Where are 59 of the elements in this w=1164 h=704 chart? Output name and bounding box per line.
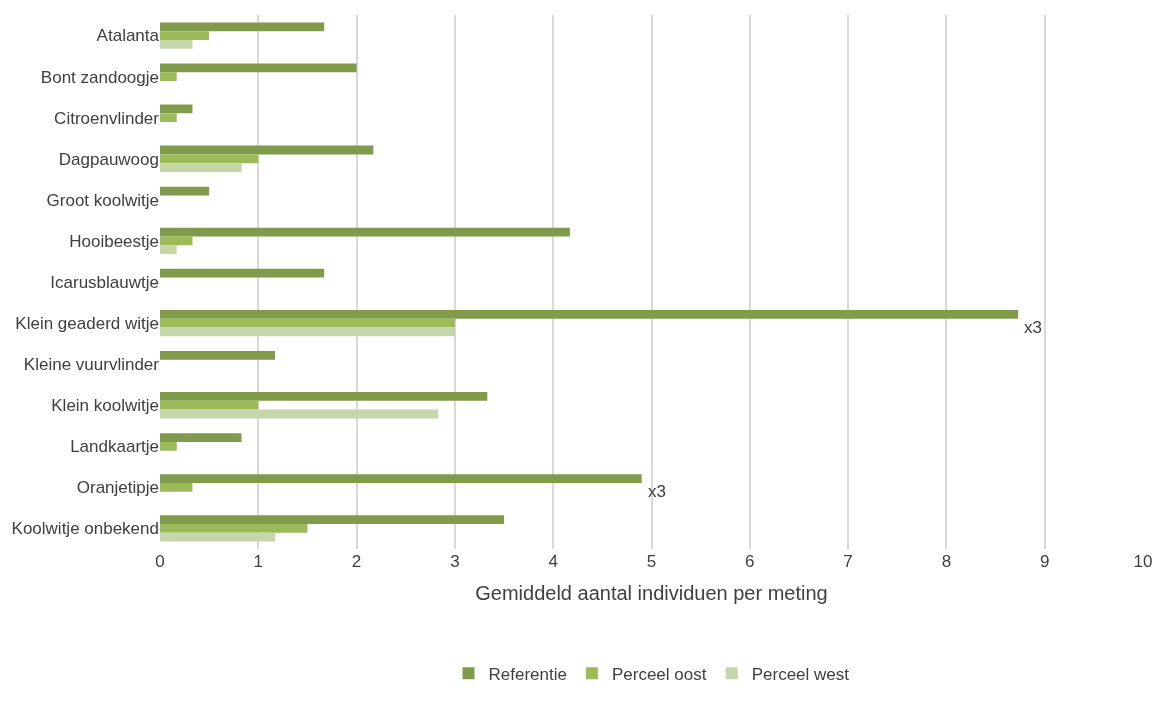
bar: [160, 318, 455, 328]
bar: [160, 524, 308, 533]
y-tick-label: Atalanta: [96, 26, 160, 46]
x-tick-label: 5: [646, 552, 657, 571]
legend-label: Perceel oost: [611, 664, 707, 684]
y-tick-label: Citroenvlinder: [54, 108, 160, 128]
y-tick-label: Bont zandoogje: [40, 67, 159, 87]
bar: [160, 515, 505, 525]
bar: [160, 163, 242, 172]
bar: [160, 22, 325, 32]
bar: [160, 532, 276, 542]
x-tick-label: 4: [548, 552, 558, 571]
bar: [160, 236, 193, 246]
bar: [160, 186, 210, 196]
bar: [160, 31, 210, 40]
y-tick-label: Landkaartje: [70, 437, 159, 457]
y-tick-label: Klein koolwitje: [51, 396, 159, 416]
legend-label: Referentie: [488, 664, 567, 684]
bar: [160, 227, 570, 237]
x-tick-label: 8: [941, 552, 952, 571]
bar: [160, 245, 177, 255]
y-tick-label: Koolwitje onbekend: [11, 519, 159, 539]
bar: [160, 433, 242, 442]
bar: [160, 63, 357, 73]
y-tick-label: Icarusblauwtje: [50, 272, 159, 292]
x-tick-label: 7: [843, 552, 853, 571]
y-tick-label: Klein geaderd witje: [15, 314, 159, 334]
x-tick-label: 2: [351, 552, 362, 571]
y-tick-label: Oranjetipje: [76, 478, 159, 498]
annotation: x3: [648, 482, 666, 501]
bar: [160, 39, 193, 49]
bar: [160, 474, 642, 483]
bar: [160, 351, 276, 360]
bar: [160, 104, 193, 114]
x-tick-label: 1: [253, 552, 264, 571]
annotation: x3: [1024, 318, 1042, 337]
bar: [160, 268, 325, 278]
bar: [160, 154, 259, 164]
bar: [160, 400, 259, 410]
bar: [160, 483, 193, 492]
bar: [160, 392, 488, 401]
x-tick-label: 0: [155, 552, 165, 571]
bar: [160, 409, 439, 419]
bar: [160, 145, 374, 155]
bar: [160, 327, 455, 337]
legend-label: Perceel west: [751, 664, 850, 684]
x-tick-label: 6: [745, 552, 755, 571]
bar: [160, 441, 177, 451]
bar: [160, 309, 1019, 319]
y-tick-label: Kleine vuurvlinder: [23, 355, 160, 375]
y-tick-label: Hooibeestje: [69, 231, 159, 251]
y-tick-label: Dagpauwoog: [58, 149, 159, 169]
bar: [160, 113, 177, 123]
y-tick-label: Groot koolwitje: [46, 190, 159, 210]
x-tick-label: 3: [450, 552, 460, 571]
x-tick-label: 9: [1039, 552, 1050, 571]
x-tick-label: 10: [1133, 552, 1153, 571]
x-axis-title: Gemiddeld aantal individuen per meting: [475, 581, 828, 604]
bar: [160, 72, 177, 81]
